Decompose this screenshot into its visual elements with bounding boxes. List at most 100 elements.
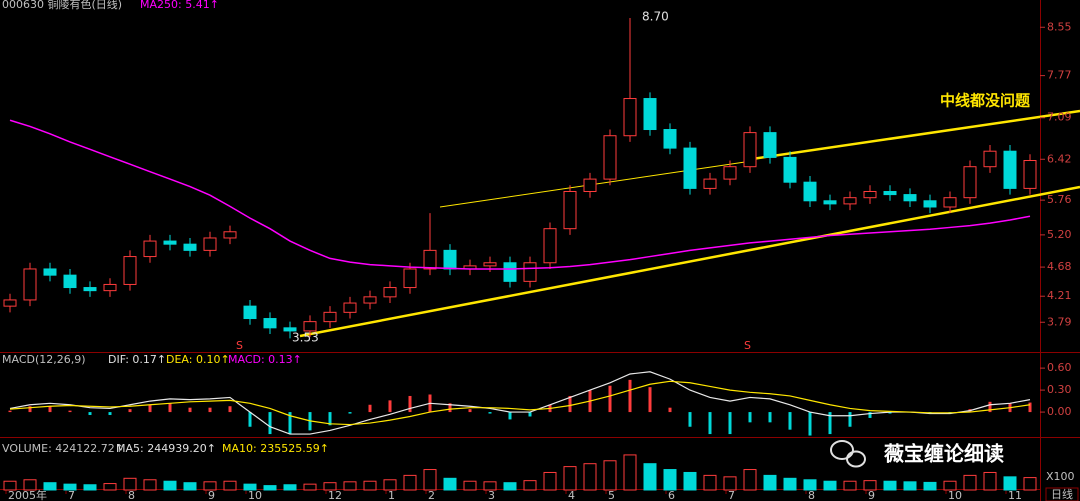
unit-label: X100	[1046, 470, 1075, 483]
period-box	[1045, 487, 1079, 501]
x-tick-label: 2005年	[8, 488, 47, 501]
candle-body	[843, 197, 857, 205]
candle-body	[343, 302, 357, 313]
candle-body	[263, 318, 277, 329]
candle-body	[163, 240, 177, 245]
candle-body	[523, 262, 537, 282]
x-tick-label: 1	[388, 489, 395, 501]
volume-bar	[583, 463, 597, 491]
candle-body	[203, 237, 217, 251]
annotation: 中线都没问题	[940, 92, 1031, 110]
candle-body	[1003, 150, 1017, 189]
volume-bar	[123, 477, 137, 491]
volume-bar	[1023, 477, 1037, 491]
candle-body	[563, 190, 577, 230]
volume-bar	[943, 480, 957, 491]
y-tick-label: 0.00	[1047, 405, 1072, 418]
volume-bar	[143, 479, 157, 491]
y-tick-label: 4.21	[1047, 289, 1072, 302]
volume-bar	[743, 469, 757, 491]
candle-body	[303, 321, 317, 332]
volume-bar	[343, 481, 357, 491]
volume-bar	[403, 474, 417, 491]
panel-label: MA5: 244939.20↑	[116, 442, 216, 455]
volume-bar	[963, 474, 977, 491]
candle-body	[123, 256, 137, 285]
candle-body	[423, 249, 437, 270]
volume-bar	[603, 460, 617, 491]
volume-bar	[423, 469, 437, 491]
ma-line	[9, 119, 1031, 270]
y-tick-label: 0.60	[1047, 361, 1072, 374]
candle-body	[863, 190, 877, 199]
volume-bar	[263, 485, 277, 491]
watermark: 薇宝缠论细读	[884, 442, 1004, 466]
volume-bar	[543, 471, 557, 491]
volume-bar	[443, 477, 457, 491]
panel-label: MA250: 5.41↑	[140, 0, 219, 11]
volume-bar	[283, 484, 297, 491]
candle-body	[243, 305, 257, 320]
volume-bar	[103, 483, 117, 491]
candle-body	[663, 129, 677, 149]
candle-body	[503, 262, 517, 282]
candle-body	[643, 98, 657, 131]
candle-body	[323, 311, 337, 323]
period-label: 日线	[1051, 487, 1073, 501]
panel-label: MACD: 0.13↑	[228, 353, 302, 366]
candle-body	[823, 200, 837, 205]
candle-body	[623, 98, 637, 137]
volume-bar	[983, 471, 997, 491]
volume-bar	[683, 471, 697, 491]
candle-body	[43, 268, 57, 276]
volume-bar	[663, 469, 677, 491]
panel-label: MACD(12,26,9)	[2, 353, 86, 366]
volume-bar	[843, 480, 857, 491]
candle-body	[3, 299, 17, 307]
volume-bar	[803, 479, 817, 491]
candle-body	[83, 287, 97, 292]
volume-bar	[483, 481, 497, 491]
volume-bar	[783, 477, 797, 491]
volume-bar	[163, 480, 177, 491]
volume-bar	[43, 482, 57, 491]
candle-body	[443, 249, 457, 270]
volume-bar	[1003, 476, 1017, 491]
x-tick-label: 6	[668, 489, 675, 501]
candle-body	[903, 194, 917, 202]
y-tick-label: 3.79	[1047, 315, 1072, 328]
volume-bar	[723, 476, 737, 491]
candle-body	[703, 178, 717, 189]
candle-body	[183, 243, 197, 251]
y-tick-label: 5.76	[1047, 193, 1072, 206]
x-tick-label: 10	[248, 489, 262, 501]
y-tick-label: 8.55	[1047, 20, 1072, 33]
candle-body	[883, 190, 897, 196]
dea-line	[9, 380, 1031, 426]
candle-body	[803, 181, 817, 202]
candle-body	[943, 197, 957, 208]
candle-body	[483, 262, 497, 267]
panel-label: 000630 铜陵有色(日线)	[2, 0, 122, 11]
volume-bar	[63, 483, 77, 491]
panel-label: VOLUME: 424122.72↑	[2, 442, 124, 455]
volume-bar	[3, 480, 17, 491]
volume-bar	[243, 483, 257, 491]
candle-body	[143, 240, 157, 258]
volume-bar	[903, 481, 917, 491]
x-tick-label: 7	[68, 489, 75, 501]
candle-body	[723, 166, 737, 180]
volume-bar	[523, 480, 537, 491]
x-tick-label: 4	[568, 489, 575, 501]
x-tick-label: 2	[428, 489, 435, 501]
x-tick-label: 9	[208, 489, 215, 501]
volume-bar	[823, 480, 837, 491]
volume-bar	[383, 479, 397, 491]
candle-body	[63, 274, 77, 289]
annotation: 8.70	[642, 10, 669, 24]
candle-body	[363, 296, 377, 304]
x-tick-label: 3	[488, 489, 495, 501]
panel-label: MA10: 235525.59↑	[222, 442, 329, 455]
